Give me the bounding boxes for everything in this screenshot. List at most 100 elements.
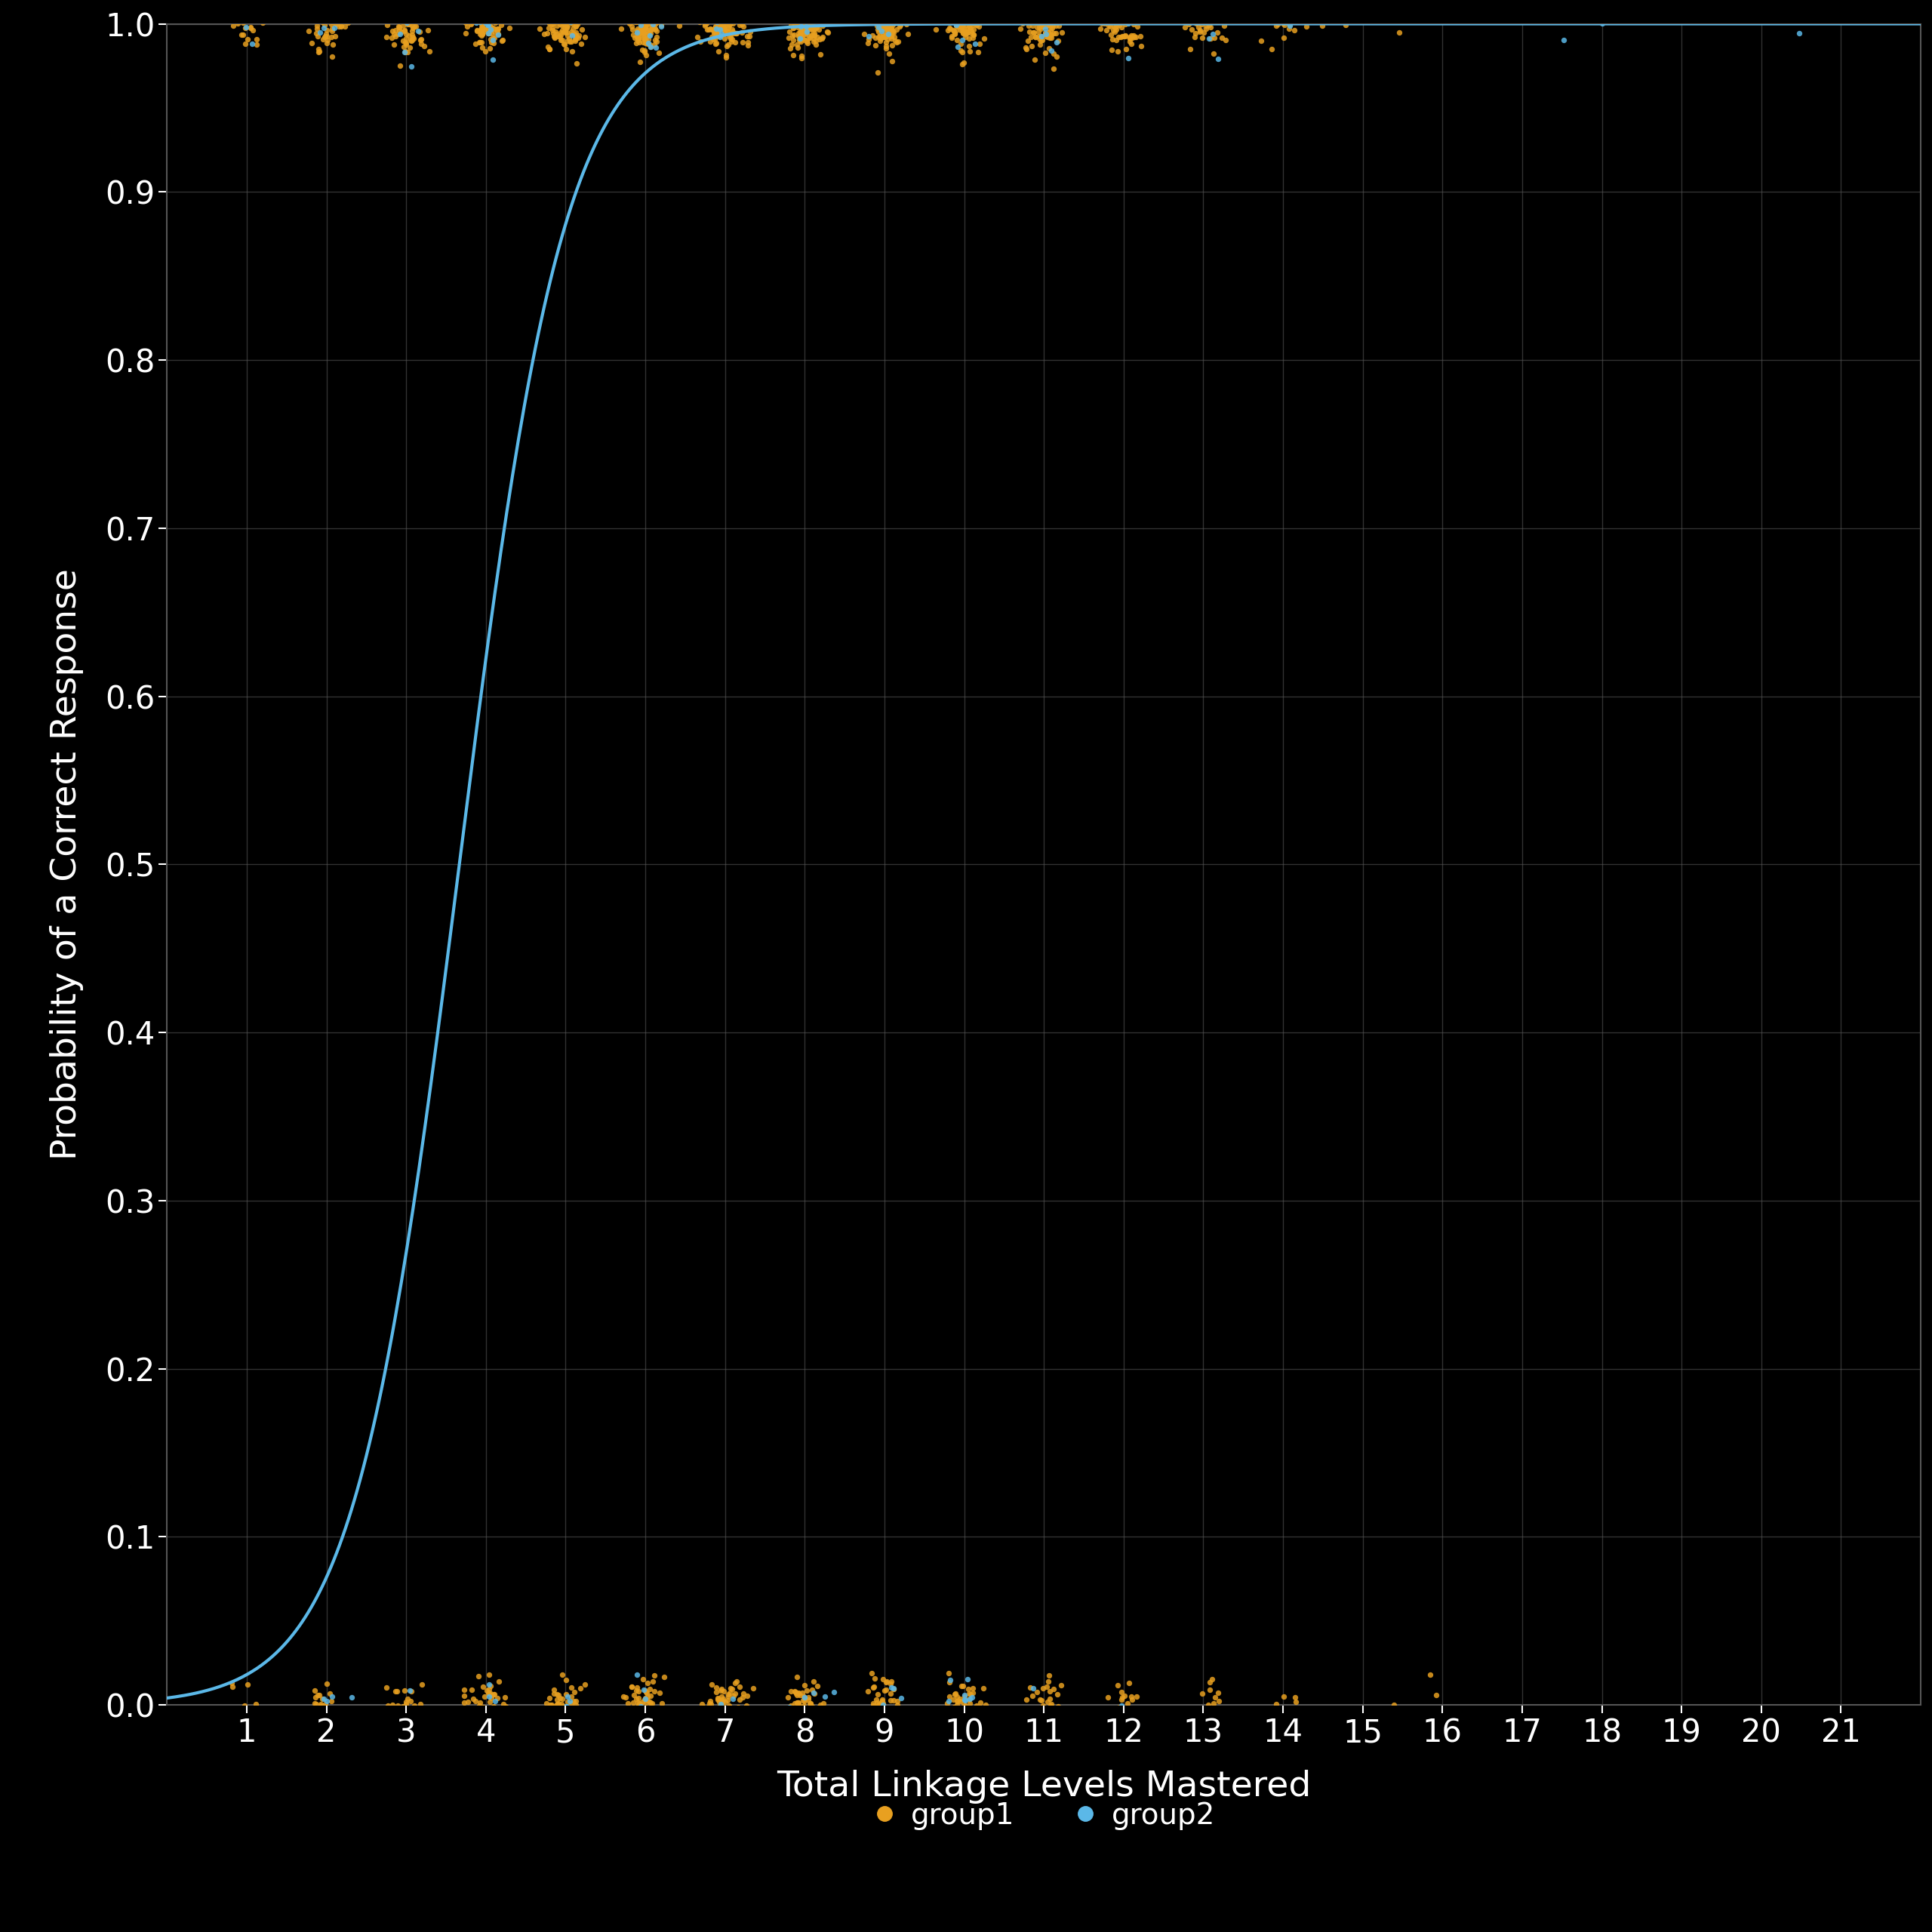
- Point: [473, 1660, 504, 1690]
- Point: [699, 1698, 730, 1729]
- Point: [560, 0, 591, 31]
- Point: [945, 1694, 976, 1725]
- Point: [1704, 0, 1735, 27]
- Point: [454, 4, 485, 35]
- Point: [775, 1675, 806, 1706]
- Point: [864, 15, 895, 46]
- Point: [864, 21, 895, 52]
- Point: [543, 4, 574, 35]
- Point: [483, 4, 514, 35]
- Point: [873, 1706, 904, 1737]
- Point: [954, 10, 985, 41]
- Point: [1113, 0, 1144, 31]
- Point: [641, 0, 672, 19]
- Point: [622, 4, 653, 35]
- Point: [1107, 21, 1138, 52]
- Point: [1034, 0, 1065, 21]
- Point: [781, 1677, 811, 1708]
- Point: [562, 2, 593, 33]
- Point: [705, 10, 736, 41]
- Point: [949, 1681, 980, 1712]
- Point: [1022, 0, 1053, 31]
- Point: [1275, 4, 1306, 35]
- Point: [1101, 12, 1132, 43]
- Point: [554, 23, 585, 54]
- Point: [879, 0, 910, 12]
- Point: [788, 14, 819, 44]
- Point: [939, 0, 970, 21]
- Point: [620, 6, 651, 37]
- Point: [1041, 4, 1072, 35]
- Point: [867, 1685, 898, 1716]
- Point: [624, 0, 655, 17]
- Point: [330, 12, 361, 43]
- Point: [404, 6, 435, 37]
- Point: [466, 31, 497, 62]
- Point: [632, 1681, 663, 1712]
- Point: [634, 17, 665, 48]
- Point: [723, 1692, 753, 1723]
- Point: [881, 27, 912, 58]
- Point: [773, 0, 804, 27]
- Point: [808, 21, 838, 52]
- Point: [784, 23, 815, 54]
- Point: [952, 17, 983, 48]
- Point: [1099, 12, 1130, 43]
- Point: [560, 23, 591, 54]
- Point: [321, 21, 352, 52]
- Point: [684, 6, 715, 37]
- Point: [251, 2, 282, 33]
- Point: [626, 2, 657, 33]
- Point: [875, 4, 906, 35]
- Point: [1024, 12, 1055, 43]
- Point: [543, 1690, 574, 1721]
- Point: [556, 1689, 587, 1719]
- Point: [641, 2, 672, 33]
- Point: [952, 0, 983, 31]
- Point: [717, 25, 748, 56]
- Point: [639, 25, 670, 56]
- Point: [319, 1698, 350, 1729]
- Point: [939, 1694, 970, 1725]
- Point: [692, 1692, 723, 1723]
- Point: [962, 0, 993, 15]
- Point: [448, 1681, 479, 1712]
- Point: [717, 4, 748, 35]
- Point: [620, 27, 651, 58]
- Point: [1113, 8, 1144, 39]
- Point: [869, 0, 900, 19]
- Point: [618, 1687, 649, 1718]
- Point: [688, 1692, 719, 1723]
- Point: [410, 31, 440, 62]
- Point: [630, 41, 661, 71]
- Point: [962, 1698, 993, 1729]
- Point: [1828, 0, 1859, 10]
- Point: [636, 8, 667, 39]
- Point: [794, 0, 825, 31]
- Point: [694, 1704, 724, 1735]
- Point: [956, 10, 987, 41]
- Point: [862, 10, 893, 41]
- Point: [626, 14, 657, 44]
- Point: [1024, 1704, 1055, 1735]
- Point: [858, 0, 889, 29]
- Point: [636, 1681, 667, 1712]
- Point: [949, 17, 980, 48]
- Point: [1105, 4, 1136, 35]
- Point: [794, 1696, 825, 1727]
- Point: [891, 6, 922, 37]
- Point: [471, 2, 502, 33]
- Point: [468, 4, 498, 35]
- Point: [721, 4, 752, 35]
- Point: [636, 0, 667, 25]
- Point: [958, 19, 989, 50]
- Point: [294, 0, 325, 12]
- Point: [792, 8, 823, 39]
- Point: [717, 23, 748, 54]
- Point: [723, 0, 753, 12]
- Point: [466, 4, 497, 35]
- Point: [954, 1679, 985, 1710]
- Point: [1016, 31, 1047, 62]
- Point: [808, 1692, 838, 1723]
- Point: [943, 12, 974, 43]
